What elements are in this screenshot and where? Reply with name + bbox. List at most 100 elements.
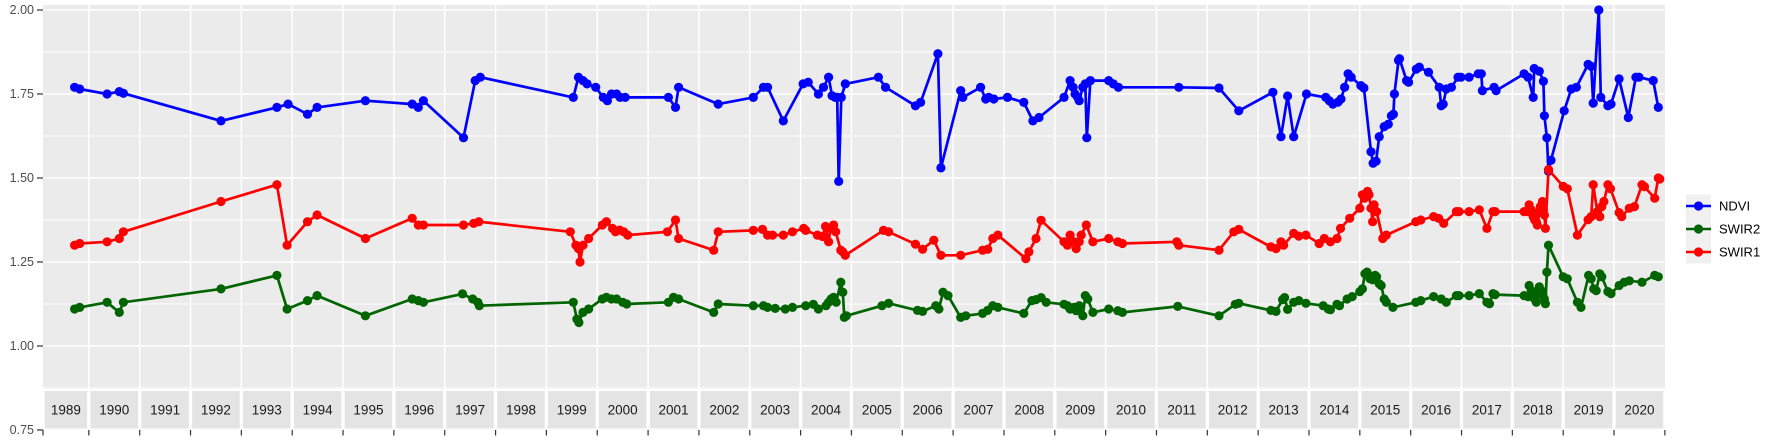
data-point-SWIR1 xyxy=(1655,174,1665,184)
data-point-SWIR2 xyxy=(114,307,124,317)
data-point-SWIR2 xyxy=(1078,311,1088,321)
data-point-NDVI xyxy=(1414,62,1424,72)
data-point-SWIR1 xyxy=(1117,238,1127,249)
year-strip-chip xyxy=(293,391,342,428)
data-point-SWIR2 xyxy=(1372,272,1382,282)
data-point-SWIR2 xyxy=(1576,302,1586,312)
data-point-NDVI xyxy=(1606,99,1616,109)
data-point-SWIR1 xyxy=(1036,215,1046,225)
data-point-SWIR2 xyxy=(1562,274,1572,284)
data-point-SWIR2 xyxy=(457,289,468,299)
data-point-NDVI xyxy=(1559,106,1569,116)
data-point-SWIR1 xyxy=(1532,220,1542,230)
data-point-NDVI xyxy=(1002,92,1013,102)
data-point-NDVI xyxy=(413,102,423,112)
data-point-SWIR1 xyxy=(713,227,723,237)
data-point-NDVI xyxy=(102,89,112,99)
data-point-NDVI xyxy=(620,92,630,102)
data-point-NDVI xyxy=(302,109,313,119)
series-NDVI xyxy=(70,5,1663,186)
data-point-SWIR1 xyxy=(1271,244,1281,254)
data-point-SWIR2 xyxy=(1301,298,1311,308)
data-point-SWIR1 xyxy=(216,196,226,207)
data-point-SWIR1 xyxy=(670,215,681,225)
data-point-SWIR2 xyxy=(302,296,313,306)
year-strip-chip xyxy=(446,391,494,428)
data-point-NDVI xyxy=(1542,133,1552,143)
data-point-NDVI xyxy=(1234,106,1244,116)
x-axis-year-label: 1995 xyxy=(353,403,383,418)
data-point-SWIR2 xyxy=(1173,301,1183,311)
data-point-NDVI xyxy=(1389,89,1399,99)
data-point-SWIR2 xyxy=(780,304,790,314)
data-point-NDVI xyxy=(1174,82,1184,92)
data-point-NDVI xyxy=(1477,86,1487,96)
data-point-SWIR1 xyxy=(1539,210,1549,220)
legend-entry-SWIR2: SWIR2 xyxy=(1686,217,1760,241)
data-point-SWIR1 xyxy=(584,233,594,244)
data-point-SWIR1 xyxy=(936,250,946,260)
data-point-SWIR1 xyxy=(1629,202,1639,212)
x-axis-year-label: 2003 xyxy=(760,403,790,418)
data-point-SWIR1 xyxy=(312,210,322,220)
data-point-SWIR1 xyxy=(983,244,993,254)
data-point-SWIR2 xyxy=(312,291,322,301)
data-point-SWIR2 xyxy=(1083,294,1093,304)
data-point-SWIR1 xyxy=(1364,190,1374,200)
data-point-SWIR2 xyxy=(568,297,578,307)
data-point-SWIR2 xyxy=(918,306,928,316)
data-point-SWIR2 xyxy=(474,301,484,311)
data-point-SWIR2 xyxy=(1540,299,1550,309)
data-point-SWIR2 xyxy=(282,304,292,314)
data-point-SWIR1 xyxy=(840,250,850,260)
y-axis-tick-label: 1.00 xyxy=(10,339,34,353)
data-point-NDVI xyxy=(824,72,834,82)
data-point-NDVI xyxy=(1374,132,1384,142)
x-axis-year-label: 2017 xyxy=(1472,403,1502,418)
data-point-NDVI xyxy=(1019,97,1029,107)
data-point-SWIR1 xyxy=(418,220,428,230)
data-point-SWIR1 xyxy=(1416,215,1426,225)
x-axis-year-label: 2012 xyxy=(1218,403,1248,418)
data-point-SWIR2 xyxy=(622,299,632,309)
data-point-SWIR1 xyxy=(674,233,684,244)
y-axis-tick-label: 1.50 xyxy=(10,171,34,185)
data-point-NDVI xyxy=(1594,5,1604,15)
data-point-SWIR2 xyxy=(1294,296,1304,306)
data-point-SWIR2 xyxy=(1283,304,1293,314)
data-point-SWIR2 xyxy=(1334,301,1345,311)
data-point-SWIR2 xyxy=(1357,284,1367,294)
data-point-SWIR2 xyxy=(943,291,953,301)
x-axis-year-label: 2007 xyxy=(964,403,994,418)
data-point-SWIR1 xyxy=(1639,182,1650,192)
data-point-NDVI xyxy=(1438,99,1448,109)
data-point-SWIR2 xyxy=(884,298,894,308)
data-point-NDVI xyxy=(1113,82,1123,92)
data-point-NDVI xyxy=(1082,133,1092,143)
y-axis-tick-label: 0.75 xyxy=(10,423,34,437)
data-point-SWIR2 xyxy=(360,311,370,321)
data-point-NDVI xyxy=(880,82,891,92)
x-axis-year-label: 2005 xyxy=(862,403,892,418)
data-point-SWIR1 xyxy=(1301,230,1311,240)
data-point-SWIR1 xyxy=(929,235,939,245)
year-strip-chip xyxy=(548,391,596,428)
data-point-SWIR2 xyxy=(748,301,758,311)
data-point-SWIR2 xyxy=(709,307,719,317)
data-point-SWIR2 xyxy=(1653,272,1663,282)
data-point-SWIR2 xyxy=(831,297,841,307)
data-point-SWIR1 xyxy=(768,230,778,240)
data-point-SWIR2 xyxy=(584,304,594,314)
x-axis-year-label: 2009 xyxy=(1065,403,1095,418)
data-point-SWIR2 xyxy=(1381,297,1391,307)
x-axis-year-label: 1998 xyxy=(506,403,536,418)
data-point-NDVI xyxy=(1456,72,1466,82)
data-point-NDVI xyxy=(475,72,485,82)
data-point-SWIR1 xyxy=(1355,203,1365,213)
data-point-SWIR2 xyxy=(1041,297,1051,307)
data-point-SWIR2 xyxy=(674,294,684,304)
data-point-SWIR2 xyxy=(836,277,846,287)
data-point-NDVI xyxy=(803,77,813,87)
data-point-NDVI xyxy=(1383,119,1393,129)
